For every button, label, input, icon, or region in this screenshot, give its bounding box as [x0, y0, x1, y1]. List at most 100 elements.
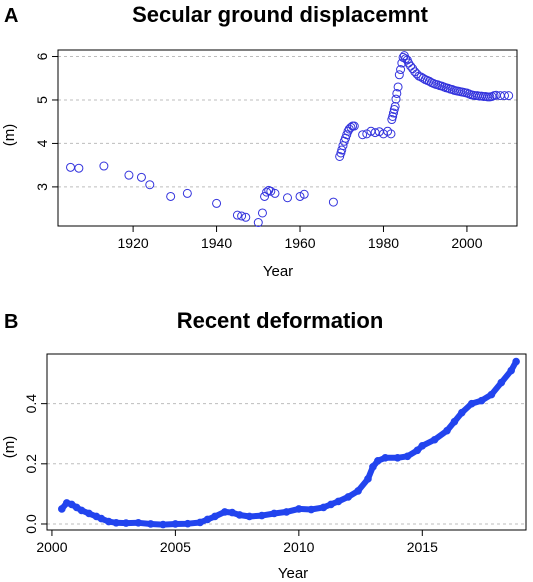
panel-a-y-tick-label: 4 [34, 139, 50, 147]
panel-a-data-point [391, 94, 401, 104]
panel-b: B Recent deformation Year (m) 2000 2005 20… [1, 308, 527, 582]
panel-a-data-point [393, 82, 403, 92]
panel-b-data-point [458, 408, 466, 417]
panel-a-x-tick-label: 2000 [451, 235, 482, 251]
panel-b-data-point [104, 517, 113, 526]
panel-b-data-point [146, 520, 155, 528]
panel-a-data-point [262, 187, 272, 197]
panel-b-data-point [196, 518, 204, 527]
panel-a-y-axis: 3 4 5 6 [34, 52, 58, 191]
panel-b-plot-frame [46, 353, 527, 531]
panel-b-data-point [327, 500, 335, 509]
panel-b-y-axis-label: (m) [1, 436, 18, 459]
panel-b-data-point [418, 441, 427, 450]
panel-b-data-point [122, 519, 130, 527]
panel-a-data-point [136, 172, 146, 182]
panel-b-data-point [497, 378, 506, 387]
panel-b-data-point [97, 514, 106, 523]
panel-a-data-point [337, 145, 347, 155]
panel-b-x-tick-label: 2010 [283, 539, 314, 555]
panel-b-data-point [85, 509, 93, 518]
panel-b-data-point [183, 519, 192, 528]
panel-b-data-point [369, 463, 377, 471]
panel-b-data-point [403, 452, 412, 461]
panel-b-x-tick-label: 2005 [160, 539, 191, 555]
panel-b-y-tick-label: 0.0 [23, 514, 39, 534]
panel-b-data-point [443, 426, 451, 435]
panel-b-data-point [159, 520, 167, 529]
panel-a-data-point [232, 210, 242, 220]
panel-b-data-point [171, 520, 180, 528]
panel-a-label: A [4, 5, 18, 27]
panel-a-plot-frame [57, 49, 518, 227]
panel-a-data-point [388, 111, 398, 121]
panel-b-data-point [334, 497, 343, 506]
panel-b-label: B [4, 311, 18, 333]
panel-a-data-point [166, 191, 176, 201]
panel-b-series [58, 357, 520, 529]
panel-a-data-point [266, 186, 276, 196]
panel-b-data-point [450, 417, 459, 426]
panel-a-data-point [392, 88, 402, 98]
panel-b-data-point [203, 515, 212, 524]
panel-b-data-point [282, 508, 291, 516]
panel-a-x-axis-label: Year [263, 263, 293, 280]
panel-b-data-point [477, 396, 486, 405]
panel-a-data-point [99, 161, 109, 171]
panel-b-data-point [220, 508, 229, 516]
panel-a-data-point [394, 70, 404, 80]
panel-a-data-point [270, 188, 280, 198]
panel-b-data-point [381, 453, 390, 462]
panel-b-data-point [228, 508, 236, 517]
panel-a-data-point [386, 129, 396, 139]
panel-a-x-tick-label: 1940 [201, 235, 232, 251]
panel-a-data-point [349, 121, 359, 131]
panel-a-data-point [257, 208, 267, 218]
panel-a-data-point [388, 108, 398, 118]
panel-a-data-point [344, 124, 354, 134]
panel-a-data-point [260, 191, 270, 201]
panel-b-data-point [77, 506, 86, 515]
panel-b-x-axis-label: Year [278, 565, 308, 582]
panel-b-data-point [112, 518, 120, 527]
panel-a-data-point [241, 212, 251, 222]
panel-b-data-point [354, 487, 362, 495]
panel-b-data-point [134, 518, 143, 527]
panel-b-data-point [235, 511, 244, 519]
panel-b-data-point [319, 503, 328, 512]
panel-b-data-point [245, 512, 254, 521]
panel-a-data-point [237, 211, 247, 221]
panel-a-title: Secular ground displacemnt [132, 2, 429, 27]
panel-b-data-point [58, 505, 66, 513]
panel-b-y-axis: 0.0 0.2 0.4 [23, 394, 47, 534]
panel-b-data-point [507, 366, 515, 375]
panel-b-data-point [364, 475, 372, 483]
panel-a-data-point [299, 189, 309, 199]
panel-b-y-tick-label: 0.2 [23, 454, 39, 474]
panel-a-data-point [370, 128, 380, 138]
panel-a-x-tick-label: 1920 [118, 235, 149, 251]
panel-b-data-point [211, 512, 219, 521]
panel-a-data-point [212, 198, 222, 208]
panel-b-data-point [487, 390, 496, 399]
panel-a-y-tick-label: 3 [34, 183, 50, 191]
panel-a-series [66, 51, 514, 228]
panel-b-data-point [270, 509, 278, 518]
panel-a-data-point [328, 197, 338, 207]
panel-a-data-point [504, 91, 514, 101]
panel-b-data-point [467, 399, 476, 408]
panel-b-data-point [258, 511, 266, 520]
panel-a: A Secular ground displacemnt Year (m) 19… [1, 2, 518, 280]
panel-a-data-point [182, 188, 192, 198]
panel-a-data-point [396, 65, 406, 75]
panel-a-data-point [358, 130, 368, 140]
panel-a-data-point [124, 170, 134, 180]
panel-b-title: Recent deformation [177, 308, 384, 333]
panel-b-data-point [344, 493, 353, 501]
panel-a-grid [58, 56, 517, 188]
panel-a-y-tick-label: 6 [34, 52, 50, 60]
panel-a-data-point [499, 91, 509, 101]
panel-a-data-point [145, 180, 155, 190]
